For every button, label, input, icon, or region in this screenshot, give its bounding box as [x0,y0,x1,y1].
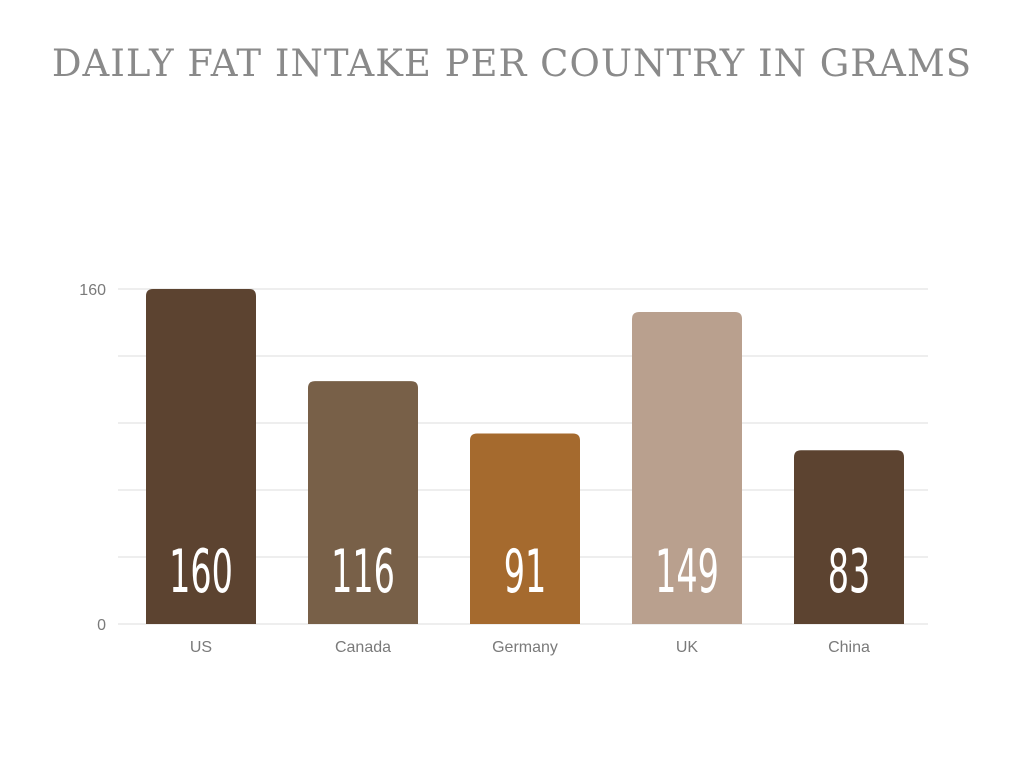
category-label-canada: Canada [335,639,391,656]
y-tick-label: 0 [97,617,106,634]
chart-title: DAILY FAT INTAKE PER COUNTRY IN GRAMS [51,42,973,85]
value-label-uk: 149 [655,537,719,607]
category-label-germany: Germany [492,639,558,656]
y-axis-ticks: 0 160 [79,282,106,634]
value-label-us: 160 [169,537,233,607]
value-labels: 160 116 91 149 83 [169,537,870,607]
value-label-canada: 116 [331,537,395,607]
category-labels: US Canada Germany UK China [190,639,870,656]
category-label-china: China [828,639,870,656]
bar-canada [308,381,418,624]
y-tick-label: 160 [79,282,106,299]
category-label-uk: UK [676,639,699,656]
bar-germany [470,433,580,624]
bar-china [794,450,904,624]
bars [146,289,904,624]
bar-us [146,289,256,624]
bar-uk [632,312,742,624]
category-label-us: US [190,639,212,656]
value-label-china: 83 [828,537,871,607]
value-label-germany: 91 [504,537,547,607]
